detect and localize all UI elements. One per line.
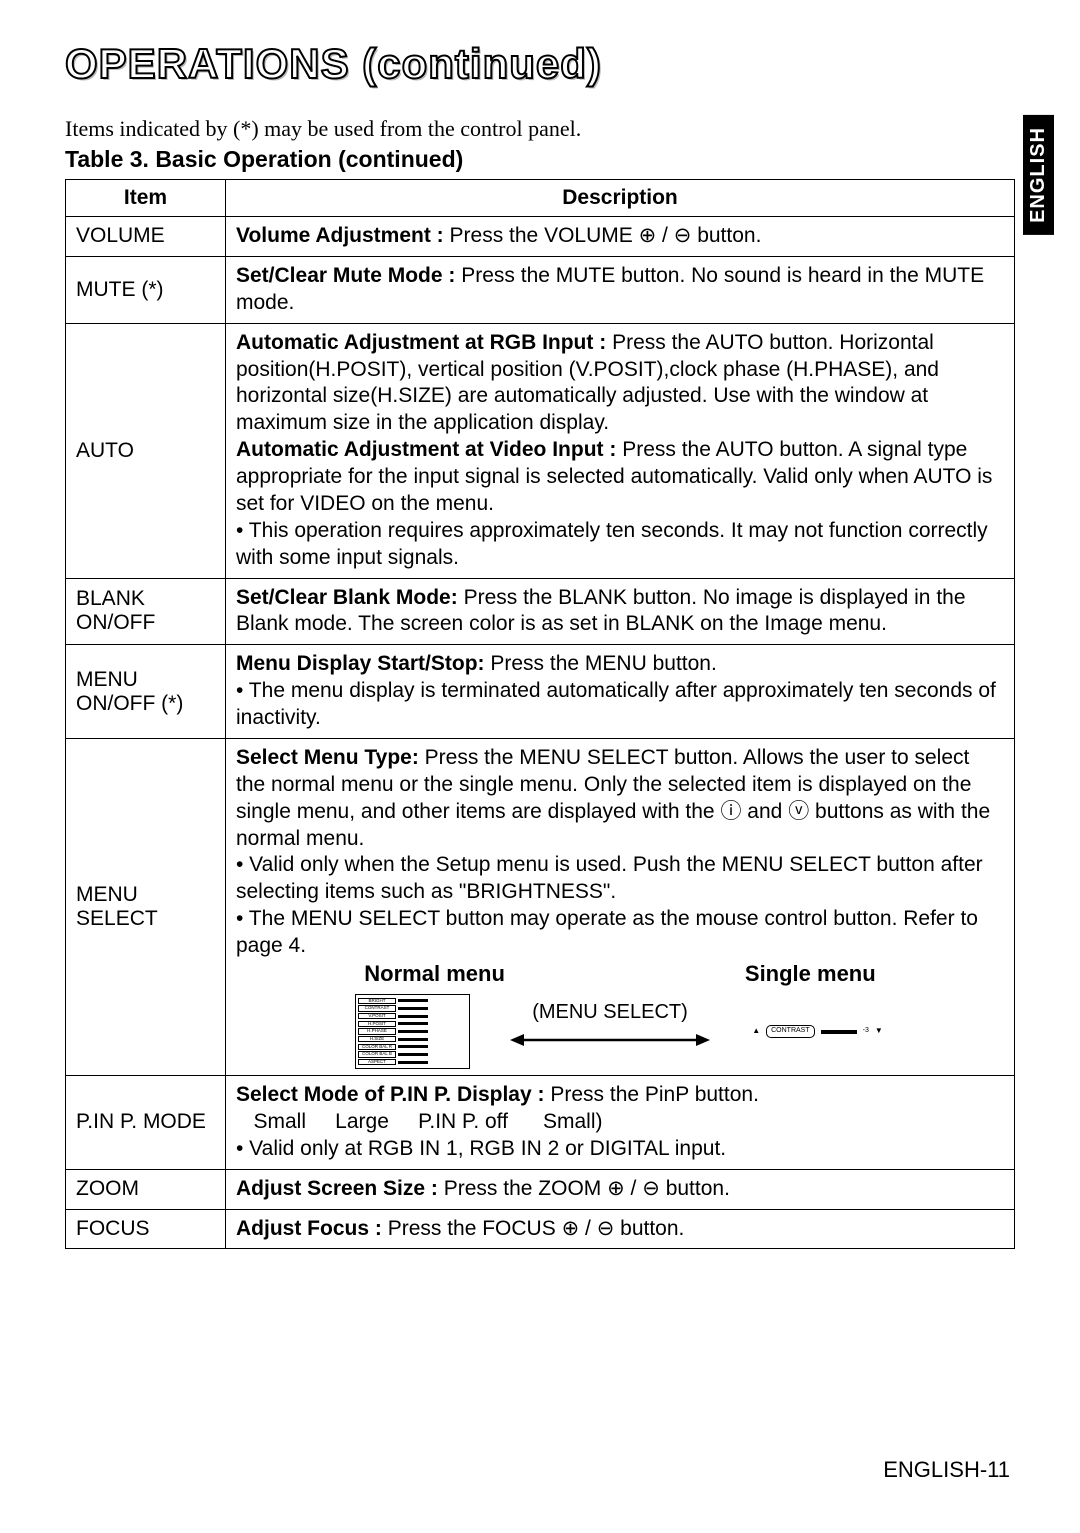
page-title: OPERATIONS (continued) bbox=[65, 40, 1015, 88]
note: • Valid only at RGB IN 1, RGB IN 2 or DI… bbox=[236, 1136, 1004, 1163]
down-circle-icon: ⓥ bbox=[788, 800, 809, 823]
label: Select Mode of P.IN P. Display : bbox=[236, 1083, 545, 1106]
desc-volume: Volume Adjustment : Press the VOLUME ⊕ /… bbox=[226, 217, 1015, 257]
tail: button. bbox=[697, 224, 761, 247]
plus-icon: ⊕ bbox=[607, 1177, 625, 1200]
desc-zoom: Adjust Screen Size : Press the ZOOM ⊕ / … bbox=[226, 1169, 1015, 1209]
single-menu-heading: Single menu bbox=[745, 960, 876, 988]
menu-figures: BRIGHTCONTRASTV.POSITH.POSITH.PHASEH.SIZ… bbox=[236, 994, 1004, 1069]
note: • The menu display is terminated automat… bbox=[236, 678, 1004, 732]
minus-icon: ⊖ bbox=[597, 1217, 615, 1240]
single-menu-figure: ▲ CONTRAST -3 ▼ bbox=[750, 994, 885, 1069]
item-blank: BLANK ON/OFF bbox=[66, 578, 226, 645]
text: Press the VOLUME bbox=[450, 224, 633, 247]
desc-mute: Set/Clear Mute Mode : Press the MUTE but… bbox=[226, 256, 1015, 323]
operations-table: Item Description VOLUME Volume Adjustmen… bbox=[65, 179, 1015, 1249]
table-row: P.IN P. MODE Select Mode of P.IN P. Disp… bbox=[66, 1076, 1015, 1170]
tri-up-icon: ▲ bbox=[752, 1026, 760, 1036]
note2: • The MENU SELECT button may operate as … bbox=[236, 906, 1004, 960]
arrow-block: (MENU SELECT) bbox=[510, 1000, 710, 1063]
desc-menu-select: Select Menu Type: Press the MENU SELECT … bbox=[226, 738, 1015, 1075]
text: Press the ZOOM bbox=[444, 1177, 602, 1200]
label: Volume Adjustment : bbox=[236, 224, 444, 247]
single-label: CONTRAST bbox=[766, 1025, 815, 1038]
tri-dn-icon: ▼ bbox=[875, 1026, 883, 1036]
single-val: -3 bbox=[863, 1027, 869, 1036]
desc-focus: Adjust Focus : Press the FOCUS ⊕ / ⊖ but… bbox=[226, 1209, 1015, 1249]
table-row: BLANK ON/OFF Set/Clear Blank Mode: Press… bbox=[66, 578, 1015, 645]
tail: button. bbox=[620, 1217, 684, 1240]
table-row: MENU SELECT Select Menu Type: Press the … bbox=[66, 738, 1015, 1075]
table-row: AUTO Automatic Adjustment at RGB Input :… bbox=[66, 323, 1015, 578]
tail: button. bbox=[666, 1177, 730, 1200]
page-footer: ENGLISH-11 bbox=[883, 1457, 1010, 1483]
label: Set/Clear Blank Mode: bbox=[236, 586, 458, 609]
single-bar-icon bbox=[821, 1030, 857, 1034]
note: • This operation requires approximately … bbox=[236, 518, 1004, 572]
desc-blank: Set/Clear Blank Mode: Press the BLANK bu… bbox=[226, 578, 1015, 645]
normal-menu-heading: Normal menu bbox=[364, 960, 505, 988]
table-caption: Table 3. Basic Operation (continued) bbox=[65, 146, 1015, 173]
table-row: FOCUS Adjust Focus : Press the FOCUS ⊕ /… bbox=[66, 1209, 1015, 1249]
label: Set/Clear Mute Mode : bbox=[236, 264, 455, 287]
desc-pinp: Select Mode of P.IN P. Display : Press t… bbox=[226, 1076, 1015, 1170]
note1: • Valid only when the Setup menu is used… bbox=[236, 852, 1004, 906]
item-pinp: P.IN P. MODE bbox=[66, 1076, 226, 1170]
title-suffix: (continued) bbox=[362, 40, 602, 87]
label1: Automatic Adjustment at RGB Input : bbox=[236, 331, 606, 354]
item-menu-onoff: MENU ON/OFF (*) bbox=[66, 645, 226, 739]
table-header-row: Item Description bbox=[66, 180, 1015, 217]
title-main: OPERATIONS bbox=[65, 40, 350, 87]
seq: Small Large P.IN P. off Small) bbox=[236, 1110, 603, 1133]
table-row: MENU ON/OFF (*) Menu Display Start/Stop:… bbox=[66, 645, 1015, 739]
normal-menu-figure: BRIGHTCONTRASTV.POSITH.POSITH.PHASEH.SIZ… bbox=[355, 994, 470, 1069]
text2: and bbox=[747, 800, 782, 823]
language-tab: ENGLISH bbox=[1023, 115, 1054, 235]
minus-icon: ⊖ bbox=[642, 1177, 660, 1200]
table-row: MUTE (*) Set/Clear Mute Mode : Press the… bbox=[66, 256, 1015, 323]
header-item: Item bbox=[66, 180, 226, 217]
item-menu-select: MENU SELECT bbox=[66, 738, 226, 1075]
item-volume: VOLUME bbox=[66, 217, 226, 257]
desc-auto: Automatic Adjustment at RGB Input : Pres… bbox=[226, 323, 1015, 578]
text: Press the PinP button. bbox=[550, 1083, 759, 1106]
up-circle-icon: ⓘ bbox=[720, 800, 741, 823]
arrow-label: (MENU SELECT) bbox=[510, 1000, 710, 1026]
label: Adjust Screen Size : bbox=[236, 1177, 438, 1200]
menu-headings: Normal menu Single menu bbox=[236, 960, 1004, 988]
text: Press the MENU button. bbox=[490, 652, 716, 675]
label: Select Menu Type: bbox=[236, 746, 419, 769]
item-zoom: ZOOM bbox=[66, 1169, 226, 1209]
down-icon: ⊖ bbox=[674, 224, 692, 247]
header-description: Description bbox=[226, 180, 1015, 217]
text: Press the FOCUS bbox=[388, 1217, 556, 1240]
table-row: ZOOM Adjust Screen Size : Press the ZOOM… bbox=[66, 1169, 1015, 1209]
label2: Automatic Adjustment at Video Input : bbox=[236, 438, 616, 461]
up-icon: ⊕ bbox=[639, 224, 657, 247]
double-arrow-icon bbox=[510, 1025, 710, 1055]
item-focus: FOCUS bbox=[66, 1209, 226, 1249]
plus-icon: ⊕ bbox=[562, 1217, 580, 1240]
intro-text: Items indicated by (*) may be used from … bbox=[65, 116, 1015, 142]
item-auto: AUTO bbox=[66, 323, 226, 578]
desc-menu-onoff: Menu Display Start/Stop: Press the MENU … bbox=[226, 645, 1015, 739]
table-row: VOLUME Volume Adjustment : Press the VOL… bbox=[66, 217, 1015, 257]
item-mute: MUTE (*) bbox=[66, 256, 226, 323]
label: Menu Display Start/Stop: bbox=[236, 652, 485, 675]
label: Adjust Focus : bbox=[236, 1217, 382, 1240]
